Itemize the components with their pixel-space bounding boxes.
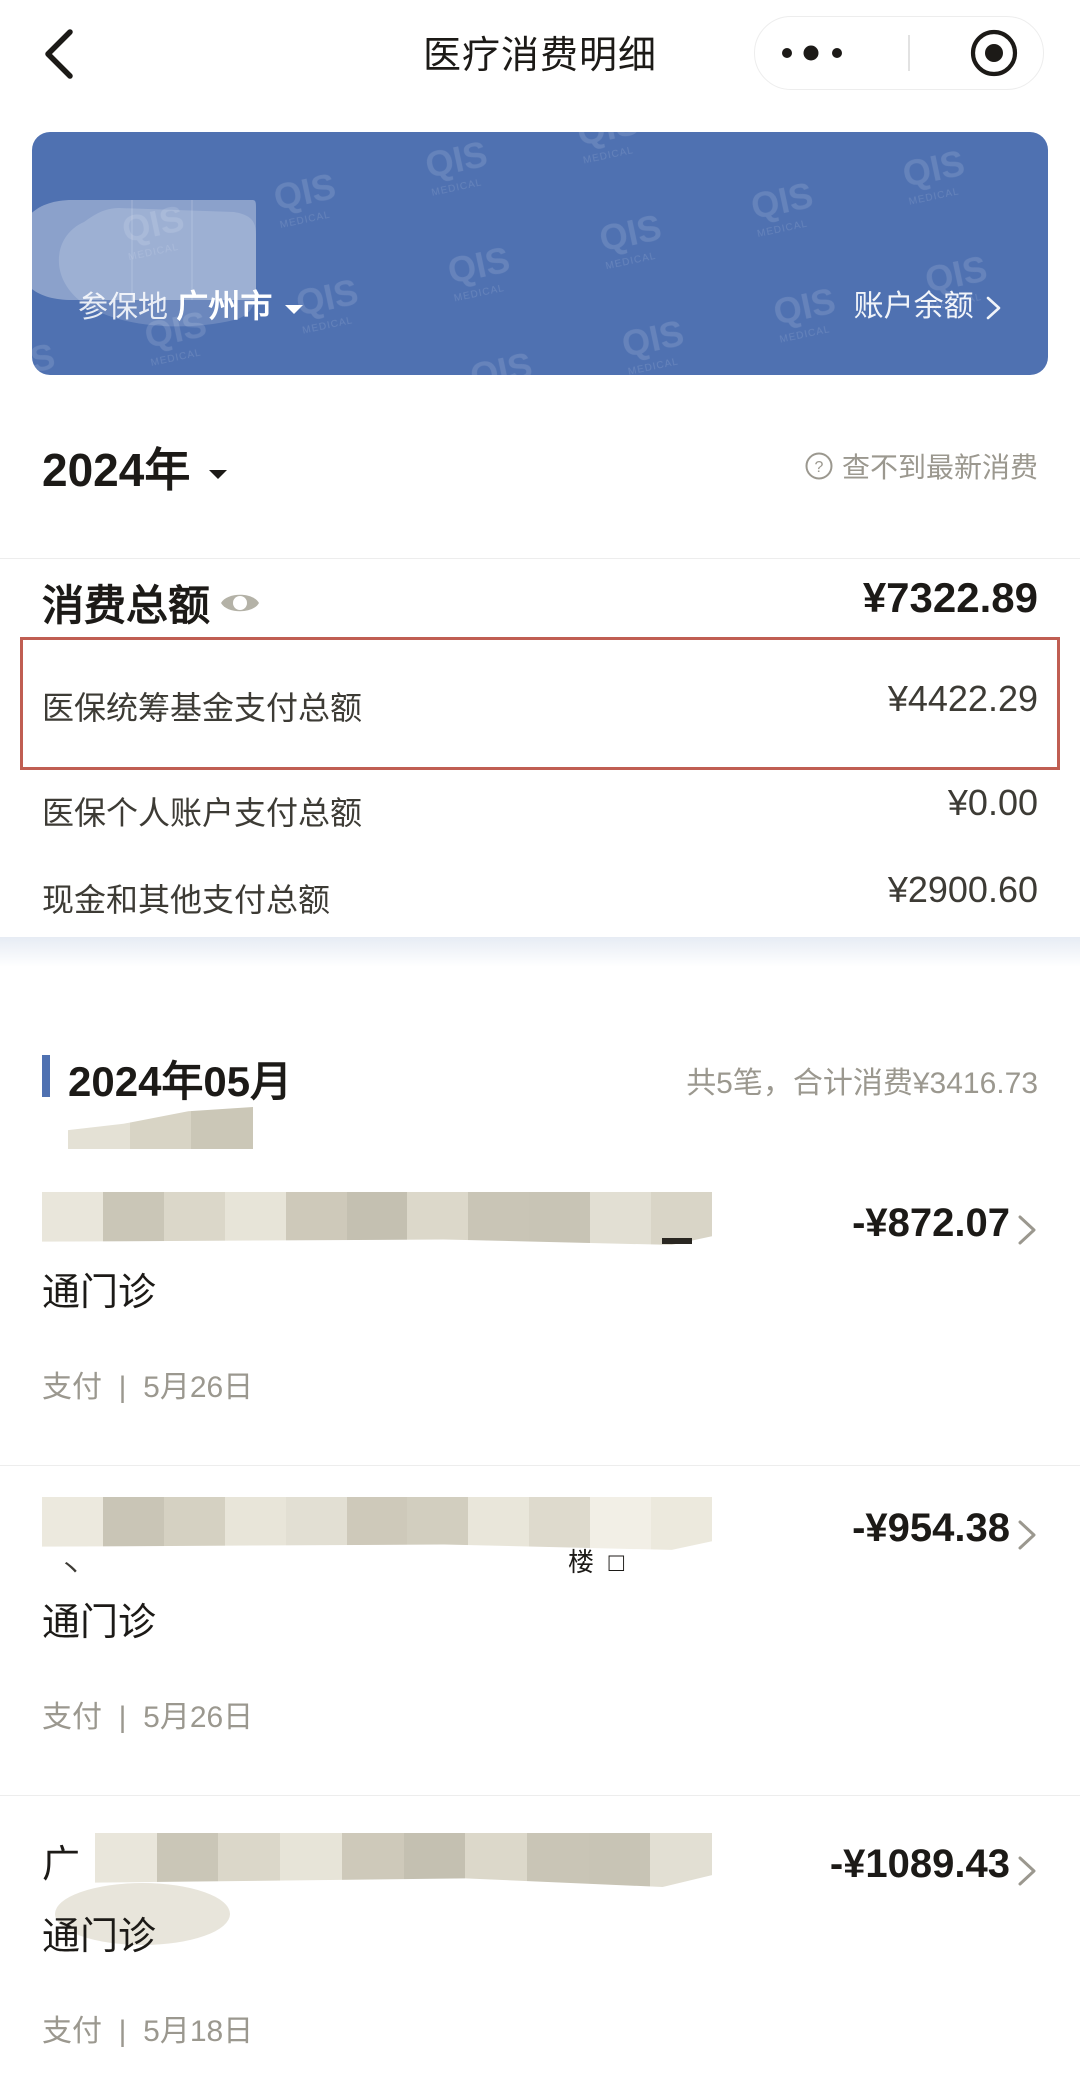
svg-text:?: ? — [815, 459, 824, 476]
